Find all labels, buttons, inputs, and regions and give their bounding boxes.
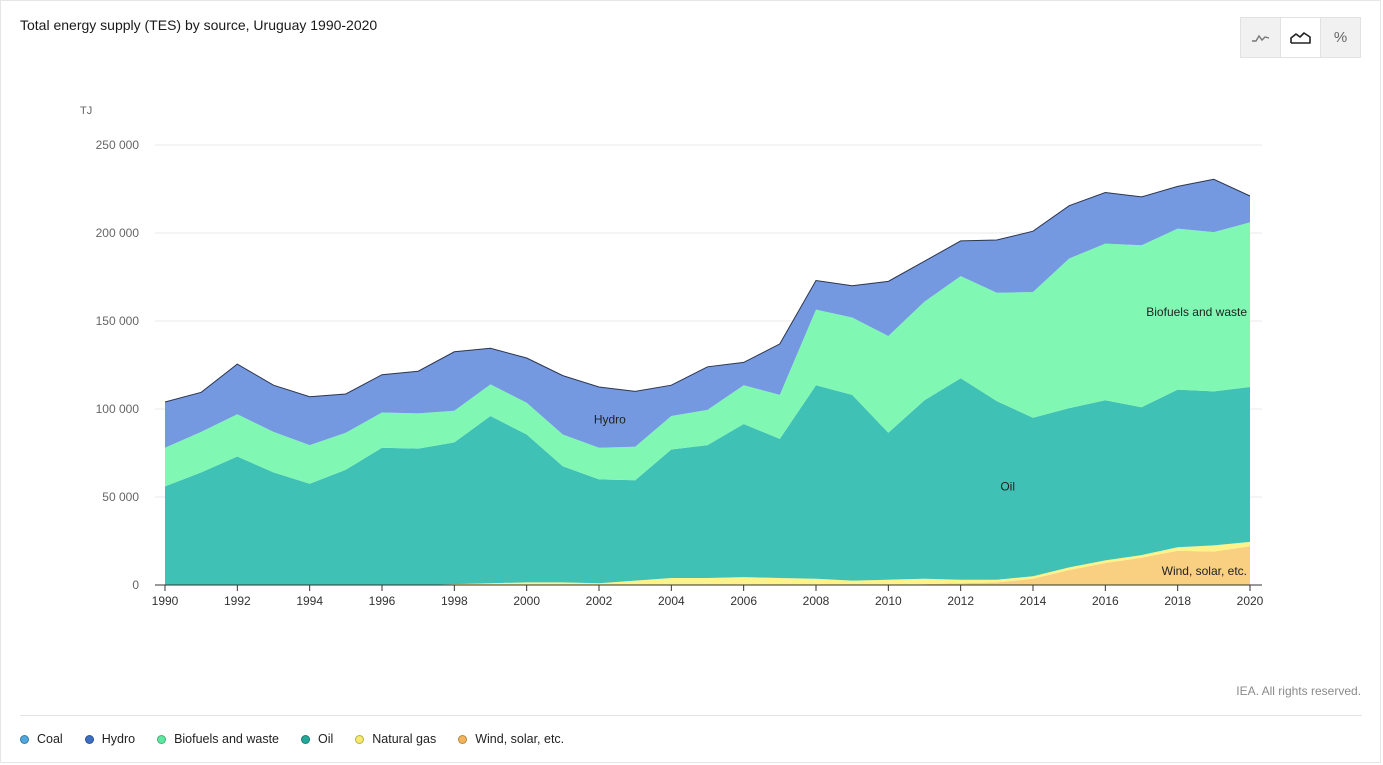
percent-icon: % (1333, 29, 1348, 46)
legend-dot-coal (20, 734, 29, 744)
legend-item-biofuels[interactable]: Biofuels and waste (157, 732, 279, 746)
total-outline (164, 178, 1251, 403)
x-tick-label: 1994 (296, 594, 323, 608)
area-oil (165, 378, 1250, 585)
series-annotation: Wind, solar, etc. (1162, 564, 1247, 578)
chart-view-toggle: % (1240, 17, 1361, 58)
x-tick-label: 2018 (1164, 594, 1191, 608)
x-tick-label: 2000 (513, 594, 540, 608)
line-chart-icon (1251, 34, 1269, 42)
legend-label: Wind, solar, etc. (475, 732, 565, 746)
legend-item-coal[interactable]: Coal (20, 732, 63, 746)
x-tick-label: 2016 (1092, 594, 1119, 608)
legend-dot-wind-solar (458, 734, 468, 744)
legend-dot-hydro (84, 734, 94, 744)
legend-label: Hydro (101, 732, 136, 746)
x-tick-label: 2010 (875, 594, 902, 608)
y-tick-label: 200 000 (96, 226, 140, 240)
x-tick-label: 2004 (658, 594, 685, 608)
y-axis-unit-label: TJ (80, 105, 92, 117)
x-tick-label: 2012 (947, 594, 974, 608)
y-tick-label: 150 000 (96, 314, 140, 328)
y-tick-label: 250 000 (96, 138, 140, 152)
percent-button[interactable]: % (1321, 18, 1360, 57)
y-tick-label: 0 (132, 578, 139, 592)
legend-item-natural-gas[interactable]: Natural gas (355, 732, 436, 746)
x-tick-label: 1990 (152, 594, 179, 608)
series-annotation: Biofuels and waste (1146, 305, 1247, 319)
area-chart: 0 50 000 100 000 150 000 200 000 250 000 TJ 199… (80, 105, 1264, 608)
area-hydro (165, 179, 1250, 448)
legend-dot-oil (301, 734, 310, 744)
x-tick-label: 2014 (1020, 594, 1047, 608)
series-annotation: Hydro (594, 413, 626, 427)
x-tick-label: 2006 (730, 594, 757, 608)
legend-item-hydro[interactable]: Hydro (84, 732, 136, 746)
x-tick-label: 2008 (803, 594, 830, 608)
x-tick-label: 1992 (224, 594, 251, 608)
series-annotation: Oil (1000, 479, 1015, 493)
legend-divider (20, 715, 1362, 716)
legend-item-oil[interactable]: Oil (301, 732, 333, 746)
x-tick-label: 2020 (1237, 594, 1264, 608)
legend-dot-biofuels (157, 734, 167, 744)
legend: Coal Hydro Biofuels and waste Oil Natura… (20, 732, 586, 746)
area-biofuels-and-waste (165, 222, 1250, 487)
legend-label: Natural gas (372, 732, 437, 746)
x-tick-label: 1996 (369, 594, 396, 608)
legend-label: Coal (37, 732, 63, 746)
line-chart-button[interactable] (1241, 18, 1281, 57)
x-tick-label: 2002 (586, 594, 613, 608)
legend-dot-natural-gas (355, 734, 365, 744)
y-tick-label: 50 000 (102, 490, 139, 504)
area-chart-icon (1289, 31, 1311, 44)
area-wind-solar-etc (165, 546, 1250, 585)
copyright-notice: IEA. All rights reserved. (1236, 684, 1361, 698)
area-chart-button[interactable] (1281, 18, 1321, 57)
x-tick-label: 1998 (441, 594, 468, 608)
legend-label: Biofuels and waste (174, 732, 279, 746)
legend-item-wind-solar[interactable]: Wind, solar, etc. (458, 732, 564, 746)
legend-label: Oil (318, 732, 334, 746)
chart-title: Total energy supply (TES) by source, Uru… (20, 17, 378, 33)
y-tick-label: 100 000 (96, 402, 140, 416)
